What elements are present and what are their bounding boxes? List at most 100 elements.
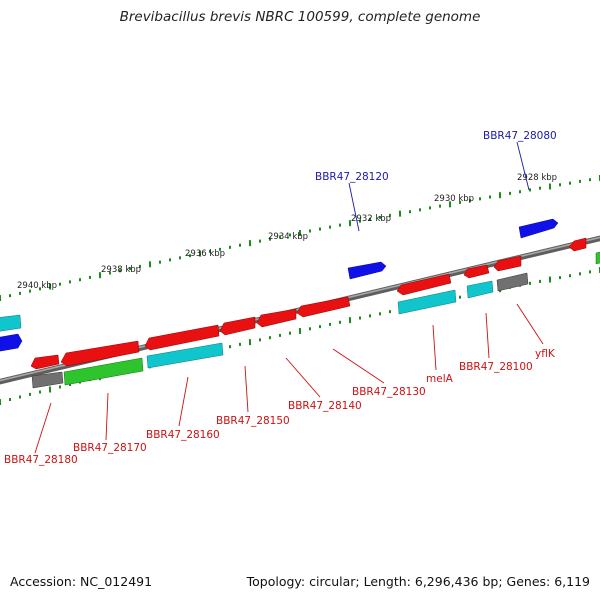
inner-scale-minor-tick [378,312,382,316]
gene-class-cyan-melA[interactable] [397,289,457,315]
outer-scale-minor-tick [218,247,222,251]
label-BBR47_28080[interactable]: BBR47_28080 [483,130,557,142]
outer-scale-minor-tick [238,243,242,247]
scale-label-2928: 2928 kbp [517,173,557,183]
outer-scale-minor-tick [508,191,512,195]
outer-scale-minor-tick [518,190,522,194]
forward-strand-genes [0,218,559,352]
outer-scale-minor-tick [368,217,372,221]
outer-scale-minor-tick [458,200,462,204]
outer-scale-minor-tick [68,280,72,284]
scale-label-2938: 2938 kbp [101,265,141,275]
leader-yflK [516,303,544,345]
outer-scale-minor-tick [378,215,382,219]
outer-scale-minor-tick [318,227,322,231]
outer-scale-minor-tick [328,225,332,229]
label-BBR47_28100[interactable]: BBR47_28100 [459,361,533,373]
gene-class-cyan-28160[interactable] [146,342,224,369]
inner-scale-minor-tick [58,385,62,389]
gene-BBR47_28170[interactable] [60,340,140,367]
leader-BBR47_28080 [516,141,530,191]
leader-BBR47_28120 [348,182,360,232]
inner-scale-minor-tick [8,397,12,402]
inner-scale-minor-tick [328,322,332,326]
gene-BBR47_28180[interactable] [30,354,60,370]
gene-red-1[interactable] [568,237,587,252]
inner-scale-minor-tick [318,325,322,329]
label-BBR47_28160[interactable]: BBR47_28160 [146,429,220,441]
gene-BBR47_28150[interactable] [219,316,256,336]
gene-BBR47_28160[interactable] [144,324,220,351]
label-BBR47_28120[interactable]: BBR47_28120 [315,171,389,183]
gene-melA[interactable] [396,273,452,296]
label-BBR47_28130[interactable]: BBR47_28130 [352,386,426,398]
outer-scale-minor-tick [138,264,142,268]
inner-scale-major-tick [0,398,2,406]
gene-class-gray-yflK[interactable] [496,272,529,292]
outer-scale-minor-tick [208,249,212,253]
inner-scale-minor-tick [528,281,532,285]
outer-scale-major-tick [48,283,52,290]
leader-BBR47_28160 [178,376,189,427]
gene-class-cyan-left[interactable] [0,314,22,332]
outer-scale-major-tick [398,210,402,217]
outer-scale-minor-tick [128,267,132,271]
leader-BBR47_28100 [485,312,490,359]
outer-scale-minor-tick [338,223,342,227]
outer-scale-minor-tick [258,239,262,243]
outer-scale-major-tick [148,261,152,268]
inner-scale-minor-tick [578,272,582,276]
gene-red-2[interactable] [493,255,522,272]
reverse-strand-genes-row1 [30,237,587,370]
label-BBR47_28150[interactable]: BBR47_28150 [216,415,290,427]
gene-red-3[interactable] [463,264,490,279]
gene-class-gray-28180[interactable] [31,371,64,389]
outer-scale-minor-tick [58,282,62,286]
gene-BBR47_28120[interactable] [347,261,387,280]
gene-BBR47_28080[interactable] [518,218,559,239]
outer-scale-major-tick [198,250,202,257]
leader-BBR47_28150 [244,365,249,413]
outer-scale-minor-tick [278,235,282,239]
scale-label-2932: 2932 kbp [351,214,391,224]
label-yflK[interactable]: yflK [535,348,556,360]
outer-scale-major-tick [448,201,452,208]
outer-scale-major-tick [498,192,502,199]
outer-scale-minor-tick [178,256,182,260]
label-BBR47_28170[interactable]: BBR47_28170 [73,442,147,454]
label-BBR47_28140[interactable]: BBR47_28140 [288,400,362,412]
gene-BBR47_28130[interactable] [296,296,351,318]
inner-scale-major-tick [248,339,252,346]
outer-scale-ring [0,174,600,302]
label-melA[interactable]: melA [426,373,454,385]
inner-scale-major-tick [48,386,52,393]
outer-scale-minor-tick [528,188,532,192]
inner-scale-minor-tick [258,338,262,342]
outer-scale-minor-tick [168,258,172,262]
inner-scale-minor-tick [228,345,232,349]
gene-class-green-right[interactable] [595,251,600,265]
inner-scale-minor-tick [458,295,462,299]
inner-scale-minor-tick [28,392,32,396]
outer-scale-minor-tick [188,254,192,258]
scale-label-2934: 2934 kbp [268,232,308,242]
outer-scale-major-tick [248,240,252,247]
outer-scale-major-tick [0,294,2,302]
inner-scale-minor-tick [268,336,272,340]
outer-scale-major-tick [598,174,600,182]
label-BBR47_28180[interactable]: BBR47_28180 [4,454,78,466]
outer-scale-minor-tick [18,291,22,295]
outer-scale-minor-tick [88,275,92,279]
gene-class-cyan-28100[interactable] [466,280,494,299]
outer-scale-minor-tick [28,289,32,293]
inner-scale-major-tick [548,276,552,283]
gene-class-green-28170[interactable] [63,357,144,386]
gene-left-forward[interactable] [0,333,23,352]
map-title: Brevibacillus brevis NBRC 100599, comple… [119,9,481,25]
outer-scale-minor-tick [358,219,362,223]
leader-BBR47_28170 [105,392,109,441]
gene-BBR47_28140[interactable] [256,308,297,328]
outer-scale-minor-tick [568,181,572,185]
inner-scale-minor-tick [538,279,542,283]
